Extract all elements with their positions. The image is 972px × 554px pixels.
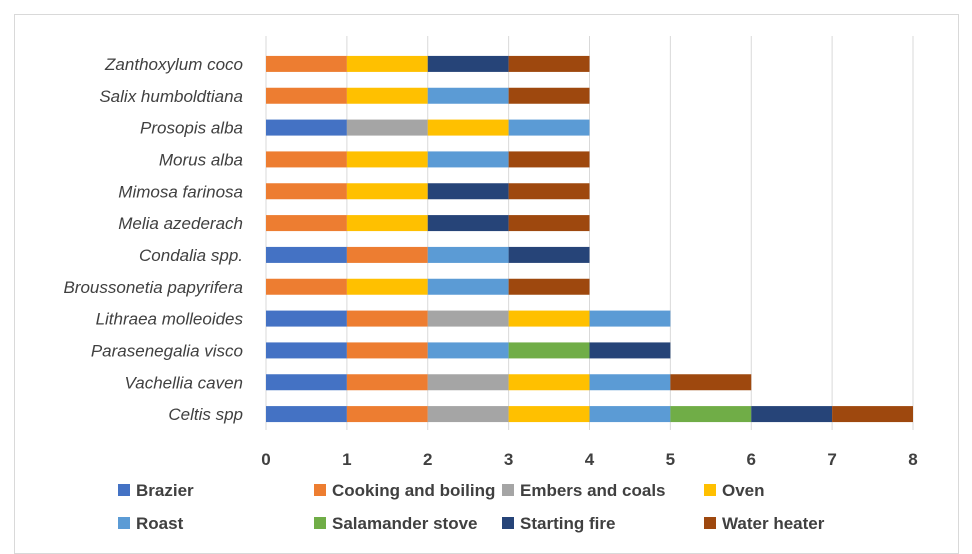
legend-swatch — [704, 484, 716, 496]
bar-segment — [346, 342, 428, 359]
bar-segment — [427, 342, 509, 359]
bar-segment — [508, 55, 590, 72]
bar-segment — [266, 87, 347, 104]
legend-label: Salamander stove — [332, 514, 478, 533]
bar-segment — [427, 55, 509, 72]
bar-segment — [751, 406, 833, 423]
bar-segment — [508, 215, 590, 232]
legend-swatch — [502, 484, 514, 496]
bar-segment — [427, 215, 509, 232]
category-labels: Zanthoxylum coco Salix humboldtiana Prosop… — [63, 55, 243, 424]
legend: Brazier Cooking and boiling Embers and coa… — [118, 481, 825, 533]
category-label: Morus alba — [159, 150, 243, 169]
x-tick-label: 5 — [666, 450, 675, 469]
bar-segment — [266, 215, 347, 232]
legend-label: Water heater — [722, 514, 825, 533]
bar-segment — [266, 119, 347, 136]
bar-segment — [266, 342, 347, 359]
category-label: Lithraea molleoides — [96, 310, 244, 329]
x-tick-label: 6 — [747, 450, 756, 469]
bar-segment — [508, 151, 590, 168]
category-label: Zanthoxylum coco — [104, 55, 243, 74]
x-axis-ticks: 0 1 2 3 4 5 6 7 8 — [261, 450, 917, 469]
category-label: Melia azederach — [118, 214, 243, 233]
x-tick-label: 8 — [908, 450, 917, 469]
bar-segment — [427, 310, 509, 327]
bar-segment — [427, 119, 509, 136]
x-tick-label: 3 — [504, 450, 513, 469]
bar-segment — [266, 55, 347, 72]
bar-segment — [346, 310, 428, 327]
bar-segment — [266, 406, 347, 423]
bar-segment — [266, 183, 347, 200]
bar-segment — [508, 278, 590, 295]
category-label: Celtis spp — [168, 405, 243, 424]
bar-segment — [266, 278, 347, 295]
bar-segment — [427, 246, 509, 263]
x-tick-label: 4 — [585, 450, 595, 469]
bar-segment — [346, 55, 428, 72]
bar-segment — [346, 151, 428, 168]
category-label: Prosopis alba — [140, 119, 243, 138]
bar-segment — [427, 183, 509, 200]
bar-segment — [427, 374, 509, 391]
bar-segment — [670, 406, 752, 423]
bar-segment — [508, 183, 590, 200]
bar-segment — [589, 342, 671, 359]
category-label: Broussonetia papyrifera — [63, 278, 243, 297]
bar-segment — [670, 374, 752, 391]
bar-segment — [346, 278, 428, 295]
bar-segment — [427, 406, 509, 423]
legend-swatch — [118, 484, 130, 496]
bar-segment — [346, 183, 428, 200]
bar-segment — [346, 246, 428, 263]
bar-segment — [266, 310, 347, 327]
bar-segment — [346, 87, 428, 104]
x-tick-label: 2 — [423, 450, 432, 469]
bar-segment — [346, 119, 428, 136]
category-label: Condalia spp. — [139, 246, 243, 265]
bar-segment — [508, 342, 590, 359]
legend-label: Cooking and boiling — [332, 481, 495, 500]
bar-segment — [508, 119, 590, 136]
legend-swatch — [502, 517, 514, 529]
legend-label: Brazier — [136, 481, 194, 500]
bar-segment — [832, 406, 913, 423]
bar-segment — [266, 374, 347, 391]
bar-segment — [508, 310, 590, 327]
bar-segment — [589, 310, 671, 327]
legend-swatch — [704, 517, 716, 529]
legend-swatch — [314, 484, 326, 496]
legend-label: Oven — [722, 481, 765, 500]
bar-segment — [427, 151, 509, 168]
category-label: Salix humboldtiana — [99, 87, 243, 106]
bar-segment — [346, 406, 428, 423]
bar-segment — [508, 406, 590, 423]
bar-segment — [589, 406, 671, 423]
x-tick-label: 1 — [342, 450, 351, 469]
bars — [266, 55, 913, 423]
bar-segment — [508, 246, 590, 263]
bar-segment — [508, 87, 590, 104]
bar-segment — [266, 151, 347, 168]
legend-swatch — [118, 517, 130, 529]
legend-label: Roast — [136, 514, 184, 533]
bar-segment — [266, 246, 347, 263]
x-tick-label: 7 — [827, 450, 836, 469]
category-label: Vachellia caven — [125, 373, 243, 392]
bar-segment — [508, 374, 590, 391]
category-label: Parasenegalia visco — [91, 341, 243, 360]
legend-label: Embers and coals — [520, 481, 666, 500]
bar-segment — [427, 278, 509, 295]
x-tick-label: 0 — [261, 450, 270, 469]
bar-segment — [346, 215, 428, 232]
legend-swatch — [314, 517, 326, 529]
category-label: Mimosa farinosa — [118, 182, 243, 201]
bar-segment — [589, 374, 671, 391]
bar-segment — [427, 87, 509, 104]
bar-segment — [346, 374, 428, 391]
legend-label: Starting fire — [520, 514, 615, 533]
